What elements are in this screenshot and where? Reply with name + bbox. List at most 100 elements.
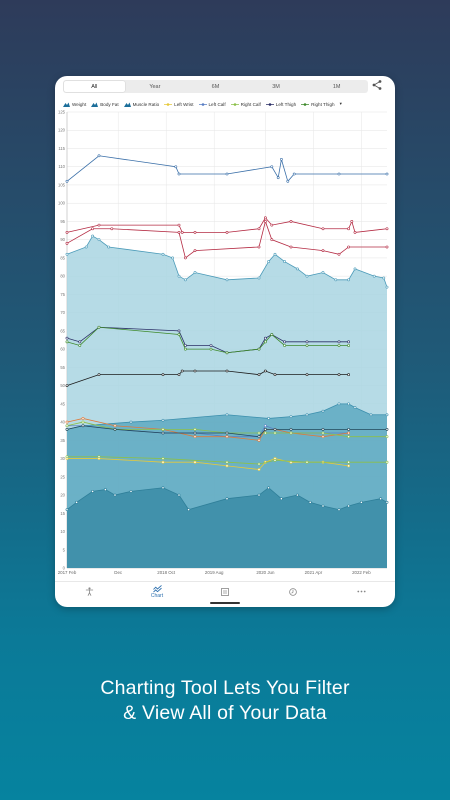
data-point-right-calf — [161, 427, 165, 431]
data-point-second-red — [270, 238, 274, 242]
legend-label: Body Fat — [100, 101, 119, 107]
range-tab-1m[interactable]: 1M — [332, 83, 341, 90]
data-point-second-red — [289, 245, 293, 249]
series-line-weight-line — [66, 155, 387, 183]
data-point-dark-teal — [263, 427, 267, 431]
data-point-muscle-ratio — [321, 504, 325, 508]
y-tick-label: 125 — [58, 110, 66, 115]
data-point-left-thigh — [337, 340, 341, 344]
data-point-dark-teal — [193, 431, 197, 435]
home-indicator — [210, 602, 240, 604]
data-point-wrist-green — [273, 458, 277, 462]
data-point-top-red — [180, 230, 184, 234]
series-area-muscle-ratio — [67, 487, 387, 568]
promo-caption: Charting Tool Lets You Filter & View All… — [0, 676, 450, 726]
data-point-black-mid — [161, 373, 165, 377]
data-point-top-red — [347, 227, 351, 231]
data-point-weight — [171, 256, 175, 260]
data-point-second-red — [337, 252, 341, 256]
data-point-weight — [183, 278, 187, 282]
data-point-muscle-ratio — [161, 486, 165, 490]
data-point-left-wrist — [225, 464, 229, 468]
data-point-muscle-ratio — [359, 500, 363, 504]
data-point-body-fat — [337, 402, 341, 406]
data-point-right-thigh — [337, 344, 341, 347]
data-point-right-thigh — [283, 344, 287, 347]
data-point-right-calf — [289, 431, 293, 435]
legend-item-muscle-ratio[interactable]: Muscle Ratio — [123, 102, 159, 107]
data-point-body-fat — [161, 418, 165, 422]
share-icon[interactable] — [371, 79, 383, 91]
data-point-second-red — [263, 220, 267, 223]
series-line-second-red — [66, 220, 387, 259]
legend-item-left-wrist[interactable]: Left Wrist — [164, 101, 194, 107]
nav-more[interactable] — [327, 582, 395, 601]
legend-item-body-fat[interactable]: Body Fat — [91, 101, 119, 107]
data-point-top-red — [350, 220, 354, 223]
data-point-right-calf — [273, 431, 277, 435]
data-point-muscle-ratio — [225, 497, 229, 501]
data-point-muscle-ratio — [337, 508, 341, 512]
data-point-weight-line — [337, 172, 341, 176]
data-point-right-thigh — [257, 347, 261, 351]
range-tab-all[interactable]: All — [64, 81, 125, 92]
data-point-orange — [225, 435, 229, 439]
series-line-top-red — [66, 217, 388, 233]
data-point-wrist-green — [347, 460, 351, 464]
mountain-icon — [63, 102, 70, 107]
data-point-left-thigh — [65, 336, 69, 340]
y-tick-label: 40 — [60, 420, 65, 425]
data-point-wrist-green — [385, 460, 389, 464]
chart-area: 0 5 10 15 20 25 30 35 40 45 50 55 60 65 70 75 80 85 90 95 10… — [55, 110, 395, 580]
range-tab-year[interactable]: Year — [149, 83, 161, 90]
data-point-left-thigh — [177, 329, 181, 333]
data-point-dark-teal — [347, 427, 351, 431]
series-line-right-thigh — [66, 326, 349, 354]
data-point-muscle-ratio — [113, 493, 117, 497]
data-point-left-thigh — [283, 340, 287, 344]
data-point-orange — [321, 435, 325, 439]
data-point-dark-teal — [161, 431, 165, 435]
legend-expand-icon[interactable]: ▾ — [339, 101, 342, 106]
data-point-weight-line — [279, 158, 283, 161]
data-point-dark-teal — [225, 431, 229, 435]
legend-label: Right Calf — [240, 101, 261, 107]
legend-item-right-calf[interactable]: Right Calf — [230, 101, 261, 107]
data-point-top-red — [270, 223, 274, 227]
data-point-right-calf — [347, 435, 351, 439]
data-point-top-red — [177, 223, 181, 227]
range-tab-3m[interactable]: 3M — [272, 83, 280, 90]
legend-label: Left Wrist — [174, 101, 194, 107]
data-point-left-wrist — [193, 460, 197, 464]
mountain-icon — [91, 102, 99, 107]
nav-journal[interactable] — [191, 582, 259, 601]
nav-body[interactable] — [55, 582, 123, 601]
data-point-left-wrist — [161, 460, 165, 464]
dot-line-icon — [265, 102, 274, 106]
legend-item-left-thigh[interactable]: Left Thigh — [265, 102, 296, 107]
y-tick-label: 70 — [60, 310, 65, 315]
y-tick-label: 35 — [60, 438, 65, 443]
data-point-weight-line — [292, 172, 296, 176]
data-point-top-red — [193, 230, 197, 234]
data-point-top-red — [321, 227, 325, 231]
data-point-right-calf — [65, 424, 69, 428]
x-tick-label: Dec — [114, 570, 123, 575]
nav-chart[interactable]: Chart — [123, 582, 191, 601]
data-point-right-thigh — [97, 325, 101, 329]
y-tick-label: 50 — [60, 383, 65, 388]
range-tab-6m[interactable]: 6M — [211, 83, 220, 90]
data-point-muscle-ratio — [104, 488, 107, 491]
legend-item-left-calf[interactable]: Left Calf — [198, 102, 226, 107]
legend-item-right-thigh[interactable]: Right Thigh — [301, 102, 335, 107]
data-point-right-calf — [385, 435, 389, 439]
data-point-dark-teal — [273, 427, 277, 431]
data-point-right-thigh — [65, 340, 69, 344]
data-point-top-red — [353, 230, 357, 234]
y-tick-label: 0 — [63, 566, 66, 571]
nav-history[interactable] — [259, 582, 327, 601]
data-point-muscle-ratio — [379, 497, 383, 501]
legend-item-weight[interactable]: Weight — [63, 102, 86, 107]
data-point-dark-teal — [289, 427, 293, 431]
data-point-weight — [97, 238, 101, 242]
